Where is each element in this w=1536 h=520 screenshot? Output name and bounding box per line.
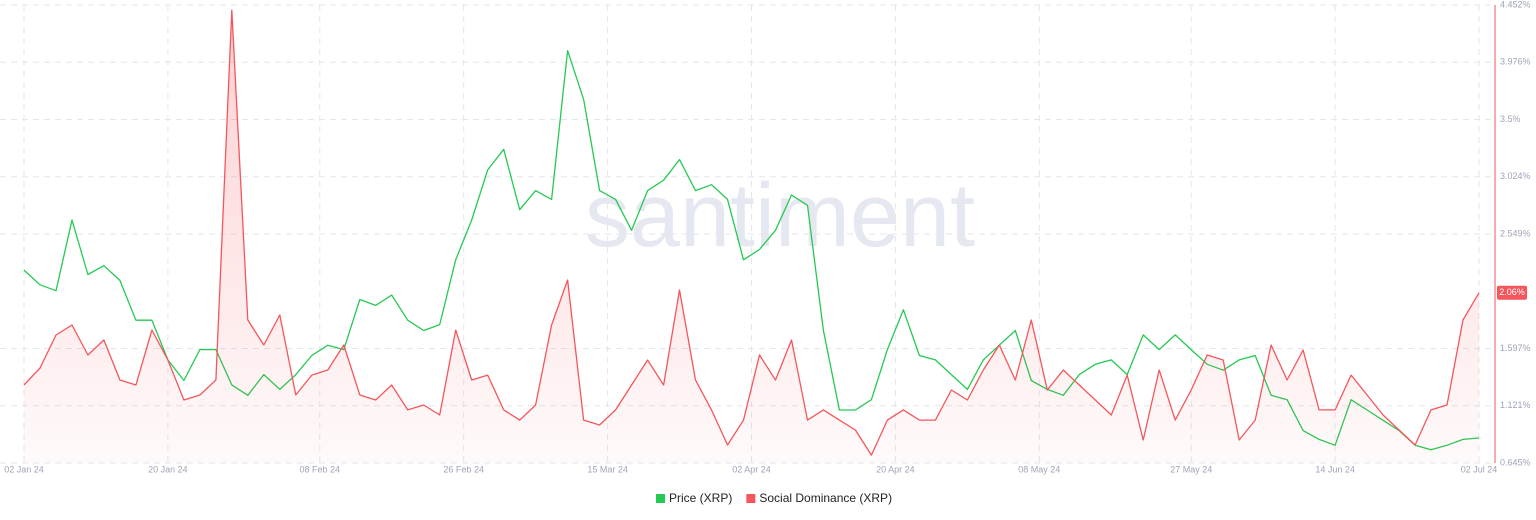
y2-tick-label: 1.597% (1500, 343, 1531, 353)
legend-label: Price (XRP) (669, 491, 732, 505)
x-tick-label: 15 Mar 24 (587, 464, 628, 474)
value-label-bg (1497, 285, 1527, 300)
line (23, 9, 1480, 456)
y2-tick-label: 0.645% (1500, 457, 1531, 467)
value-label: 2.06% (1499, 287, 1525, 297)
y2-tick-label: 3.976% (1500, 57, 1531, 67)
y2-tick-label: 2.549% (1500, 228, 1531, 238)
legend-label: Social Dominance (XRP) (759, 491, 892, 505)
legend-swatch (746, 494, 756, 503)
x-tick-label: 08 May 24 (1018, 464, 1060, 474)
legend-swatch (656, 494, 665, 503)
x-tick-label: 08 Feb 24 (300, 464, 341, 474)
y2-tick-label: 4.452% (1500, 0, 1531, 9)
x-tick-label: 02 Jul 24 (1461, 464, 1498, 474)
y2-tick-label: 3.5% (1500, 114, 1521, 124)
y2-tick-label: 3.024% (1500, 171, 1531, 181)
area (24, 10, 1479, 463)
x-tick-label: 26 Feb 24 (443, 464, 484, 474)
x-tick-label: 14 Jun 24 (1315, 464, 1355, 474)
x-tick-label: 02 Jan 24 (4, 464, 44, 474)
x-tick-label: 20 Jan 24 (148, 464, 188, 474)
x-tick-label: 02 Apr 24 (732, 464, 771, 474)
y2-tick-label: 1.121% (1500, 400, 1531, 410)
x-tick-label: 20 Apr 24 (876, 464, 915, 474)
x-tick-label: 27 May 24 (1170, 464, 1212, 474)
watermark: santiment (585, 166, 975, 266)
